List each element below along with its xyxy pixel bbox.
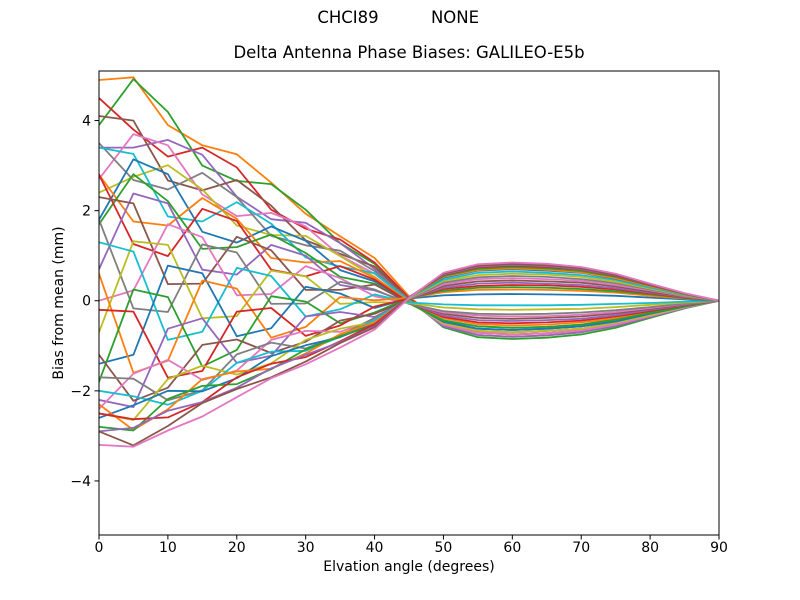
x-tick-label: 60 bbox=[503, 540, 521, 556]
series-line-s36 bbox=[99, 261, 719, 448]
y-tick-label: −4 bbox=[70, 474, 91, 490]
x-tick-label: 10 bbox=[159, 540, 177, 556]
x-axis-label: Elvation angle (degrees) bbox=[323, 559, 494, 575]
x-tick-label: 80 bbox=[641, 540, 659, 556]
series-line-s19 bbox=[99, 241, 719, 341]
axes-ticks: 0 10 20 30 40 50 60 70 80 90 −4 −2 0 2 4 bbox=[70, 114, 728, 556]
chart-title-mode: NONE bbox=[431, 8, 479, 27]
y-tick-label: 2 bbox=[82, 204, 91, 220]
x-tick-label: 40 bbox=[366, 540, 384, 556]
x-tick-label: 50 bbox=[435, 540, 453, 556]
x-tick-label: 90 bbox=[710, 540, 728, 556]
x-tick-label: 0 bbox=[95, 540, 104, 556]
y-axis-label: Bias from mean (mm) bbox=[51, 226, 67, 379]
axes-title: Delta Antenna Phase Biases: GALILEO-E5b bbox=[233, 43, 584, 62]
x-tick-label: 70 bbox=[572, 540, 590, 556]
chart-title-station: CHCI89 bbox=[317, 8, 378, 27]
x-tick-label: 20 bbox=[228, 540, 246, 556]
x-tick-label: 30 bbox=[297, 540, 315, 556]
y-tick-label: 0 bbox=[82, 294, 91, 310]
y-tick-label: −2 bbox=[70, 384, 91, 400]
y-tick-label: 4 bbox=[82, 114, 91, 130]
axes-frame bbox=[98, 70, 720, 536]
series-lines bbox=[99, 76, 719, 448]
